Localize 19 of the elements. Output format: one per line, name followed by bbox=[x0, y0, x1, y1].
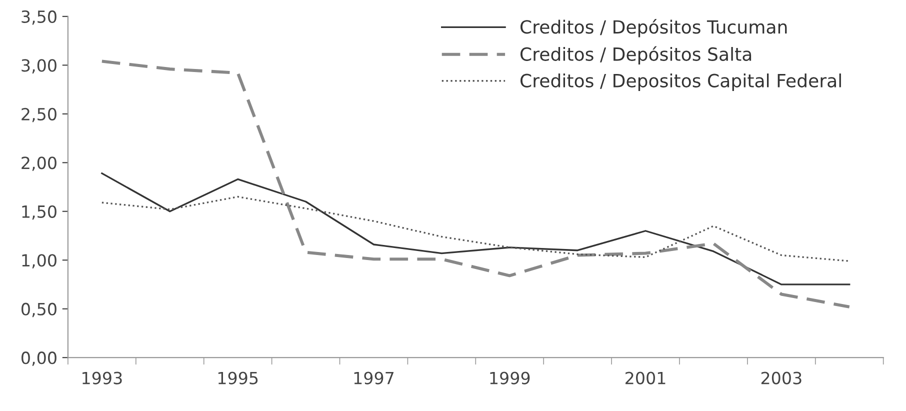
x-tick-label: 1997 bbox=[354, 372, 394, 384]
y-tick-label: 1,50 bbox=[22, 205, 56, 220]
legend-label: Creditos / Depositos Capital Federal bbox=[520, 73, 841, 91]
line-series bbox=[101, 172, 850, 286]
x-tick-label: 2003 bbox=[761, 372, 802, 384]
y-tick-label: 1,00 bbox=[22, 254, 56, 268]
y-tick-label: 0,50 bbox=[22, 302, 56, 318]
line-series bbox=[101, 196, 850, 262]
x-tick-label: 1993 bbox=[82, 372, 122, 384]
x-tick-label: 2001 bbox=[626, 372, 666, 384]
y-tick-label: 3,00 bbox=[22, 59, 56, 74]
legend-label: Creditos / Depósitos Tucuman bbox=[520, 19, 787, 38]
x-tick-label: 1995 bbox=[218, 372, 258, 384]
x-tick-label: 1999 bbox=[490, 372, 530, 384]
y-tick-label: 0,00 bbox=[22, 352, 56, 366]
y-tick-label: 2,50 bbox=[22, 108, 56, 122]
y-tick-label: 3,50 bbox=[22, 10, 56, 25]
y-tick-label: 2,00 bbox=[22, 156, 56, 171]
legend-label: Creditos / Depósitos Salta bbox=[520, 46, 752, 64]
